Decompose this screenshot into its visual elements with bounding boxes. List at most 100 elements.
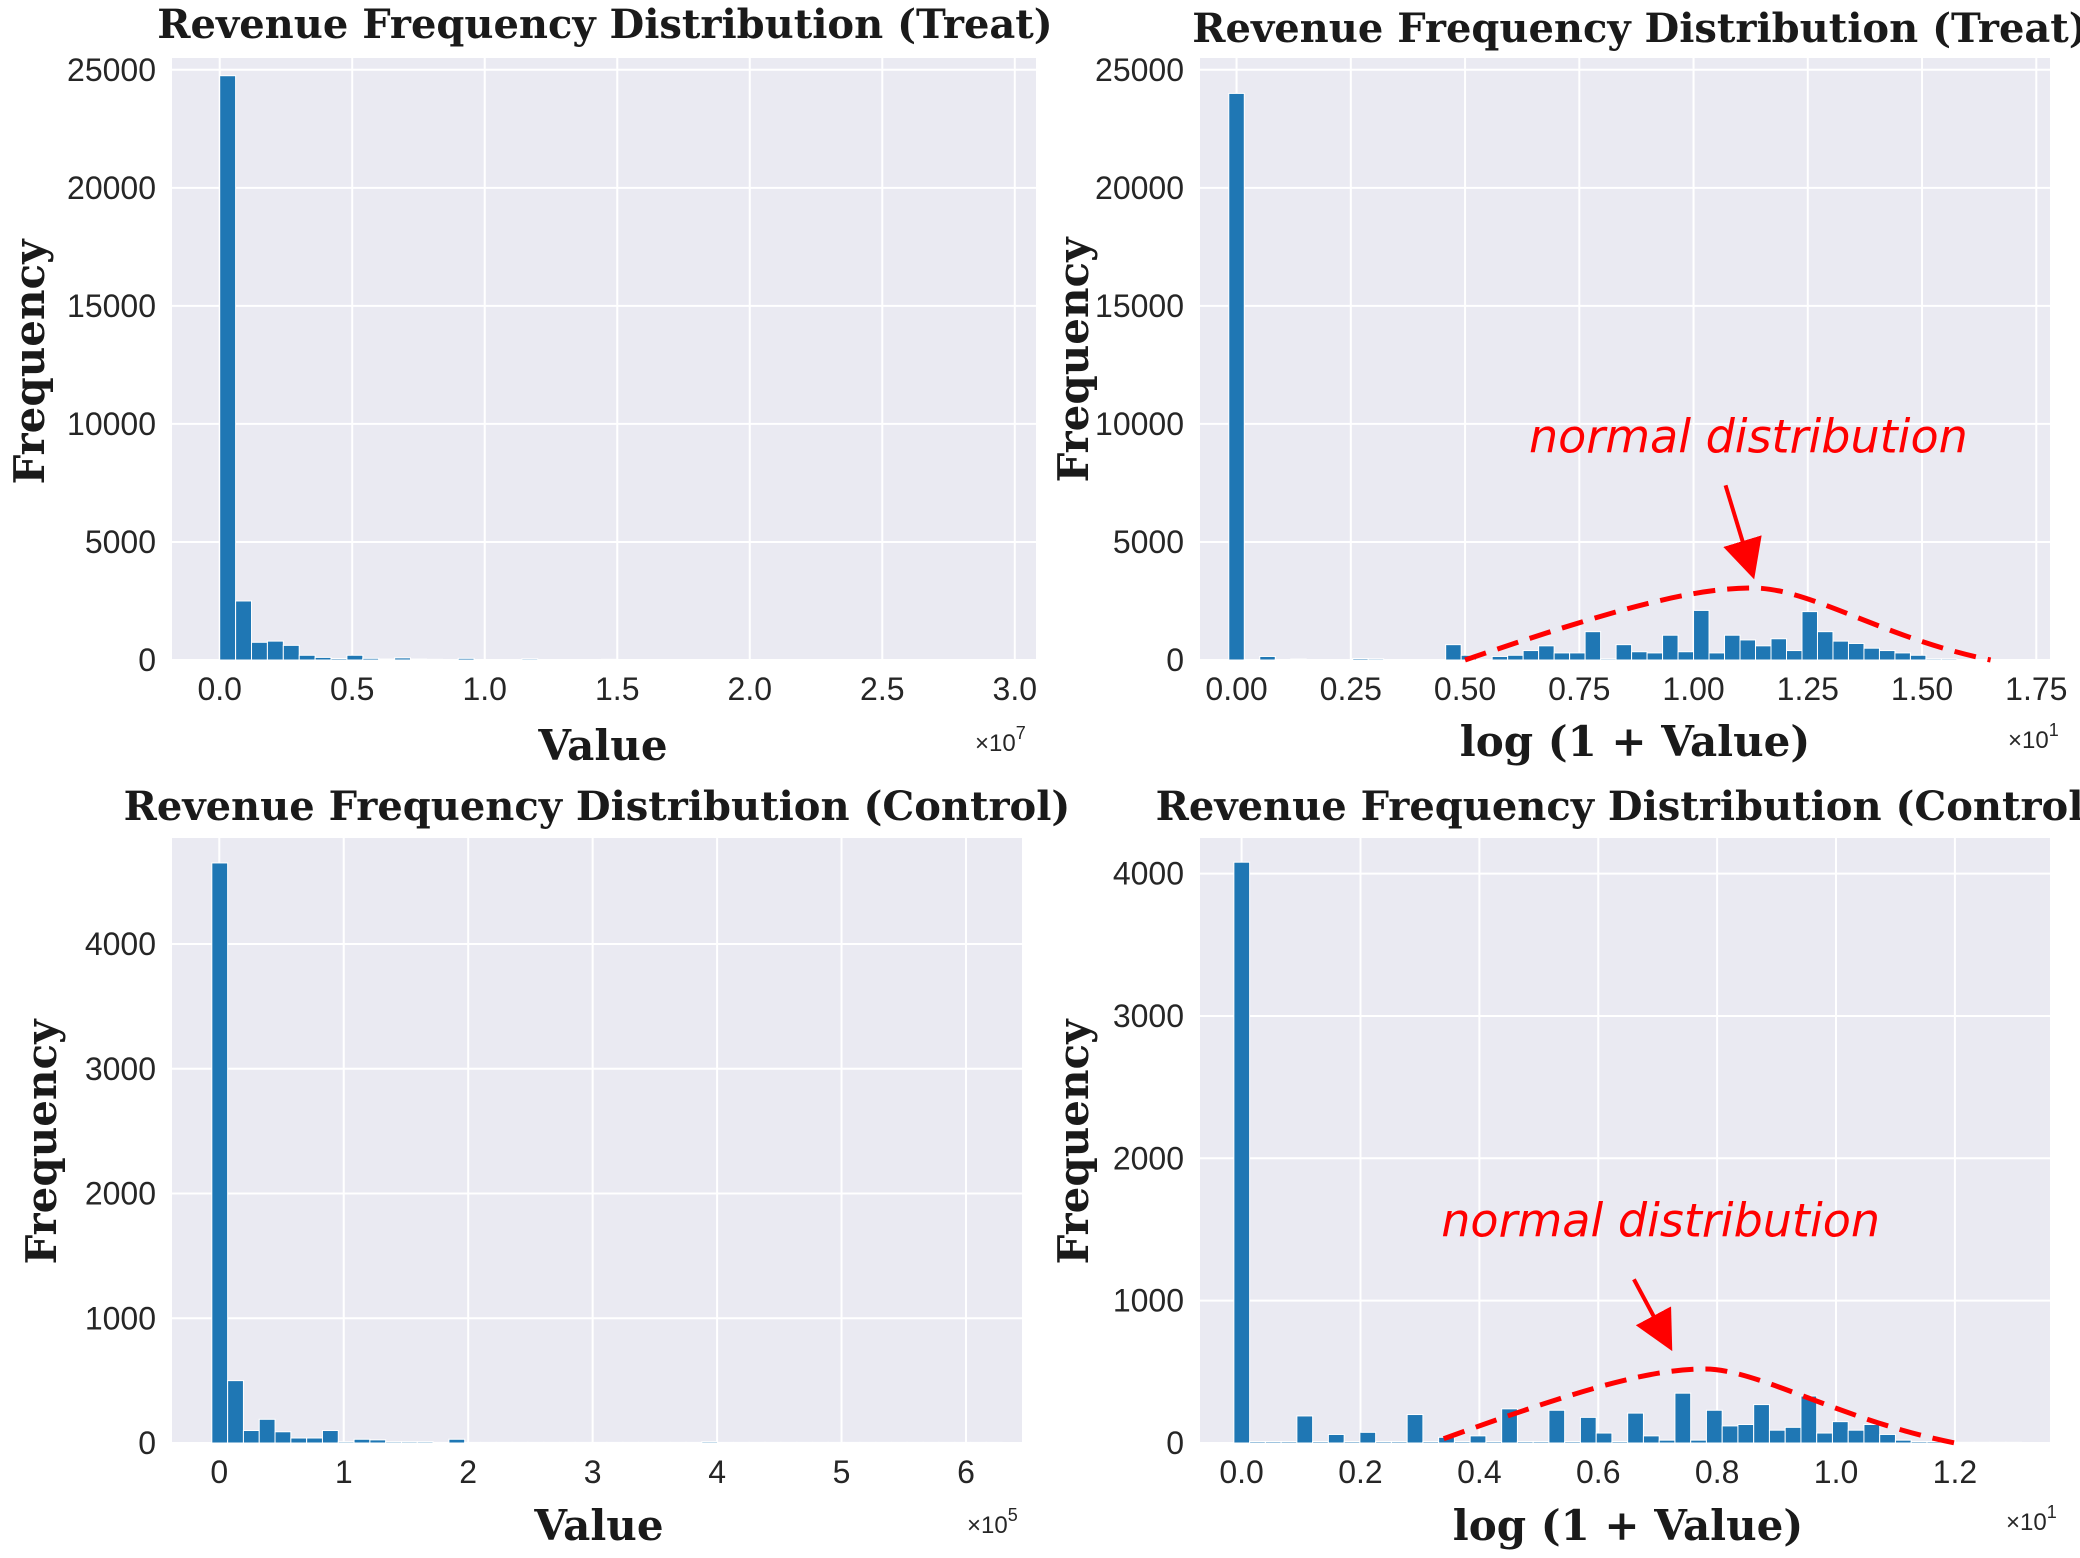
- histogram-bar: [748, 1441, 766, 1444]
- y-tick-label: 10000: [1095, 406, 1184, 442]
- histogram-bar: [1469, 1435, 1487, 1444]
- histogram-bar: [480, 1441, 497, 1444]
- histogram-bar: [1290, 658, 1307, 661]
- histogram-bar: [890, 1441, 908, 1444]
- x-axis-label: log (1 + Value): [1460, 717, 1811, 766]
- histogram-bar: [1957, 1441, 1975, 1444]
- histogram-bar: [1801, 611, 1818, 661]
- chart-panel-control-log: Revenue Frequency Distribution (Control)…: [1049, 783, 2080, 1550]
- histogram-bar: [1390, 1441, 1408, 1444]
- x-tick-label: 5: [833, 1454, 851, 1490]
- histogram-bar: [1564, 1441, 1581, 1444]
- y-tick-label: 0: [138, 1425, 156, 1461]
- x-tick-label: 1.0: [1814, 1454, 1858, 1490]
- histogram-bar: [701, 1441, 719, 1444]
- histogram-bar: [1925, 658, 1942, 661]
- y-tick-label: 0: [1166, 1425, 1184, 1461]
- histogram-bar: [2005, 1441, 2022, 1444]
- y-tick-label: 15000: [1095, 288, 1184, 324]
- histogram-bar: [1753, 1404, 1770, 1444]
- histogram-bar: [1228, 92, 1245, 661]
- histogram-bar: [1879, 1433, 1896, 1444]
- plot-background: [172, 58, 1036, 660]
- x-tick-label: 0: [210, 1454, 228, 1490]
- histogram-bar: [1863, 1423, 1881, 1444]
- histogram-bar: [811, 1441, 829, 1444]
- histogram-bar: [622, 1441, 640, 1444]
- x-tick-label: 0.0: [1219, 1454, 1263, 1490]
- histogram-bar: [1453, 1441, 1471, 1444]
- x-axis-label: Value: [533, 1501, 663, 1550]
- histogram-bar: [1662, 634, 1679, 661]
- histogram-bar: [1600, 658, 1617, 661]
- x-axis-multiplier: ×107: [975, 723, 1026, 757]
- histogram-bar: [1646, 652, 1664, 661]
- histogram-bar: [653, 1441, 671, 1444]
- histogram-bar: [1721, 1425, 1739, 1444]
- x-axis-label: log (1 + Value): [1453, 1501, 1804, 1550]
- histogram-bar: [227, 1380, 244, 1444]
- histogram-bar: [1737, 1423, 1755, 1444]
- histogram-bar: [1631, 651, 1648, 661]
- histogram-bar: [827, 1441, 845, 1444]
- histogram-bar: [1553, 652, 1571, 661]
- histogram-bar: [400, 1441, 418, 1444]
- annotation-label: normal distribution: [1441, 1194, 1880, 1248]
- histogram-bar: [1259, 655, 1276, 661]
- y-tick-label: 20000: [1095, 170, 1184, 206]
- x-tick-label: 0.75: [1548, 671, 1610, 707]
- histogram-bar: [282, 644, 300, 661]
- histogram-bar: [1705, 1409, 1723, 1444]
- x-tick-label: 6: [957, 1454, 975, 1490]
- y-axis-label: Frequency: [1049, 1018, 1098, 1265]
- histogram-bar: [1538, 645, 1555, 661]
- plot-background: [172, 838, 1022, 1443]
- histogram-bar: [1532, 1441, 1550, 1444]
- histogram-bar: [211, 862, 229, 1444]
- histogram-bar: [448, 1438, 466, 1444]
- histogram-bar: [337, 1441, 355, 1444]
- histogram-bar: [432, 1441, 450, 1444]
- normal-distribution-curve: [1442, 1366, 1956, 1446]
- histogram-bar: [298, 654, 316, 661]
- histogram-bar: [242, 1430, 260, 1444]
- x-tick-label: 0.8: [1695, 1454, 1739, 1490]
- histogram-bar: [1422, 1441, 1440, 1444]
- x-tick-label: 0.0: [197, 671, 241, 707]
- plot-background: [1200, 58, 2050, 660]
- x-tick-label: 0.5: [330, 671, 374, 707]
- x-axis-label: Value: [537, 721, 667, 770]
- histogram-bar: [1739, 639, 1757, 661]
- annotation-arrow: [1632, 1278, 1673, 1352]
- chart-title: Revenue Frequency Distribution (Control): [1156, 783, 2080, 830]
- histogram-bar: [1816, 631, 1834, 661]
- histogram-bar: [1690, 1439, 1707, 1444]
- histogram-bar: [1894, 652, 1911, 661]
- histogram-bar: [258, 1418, 276, 1444]
- histogram-bar: [290, 1437, 308, 1444]
- histogram-bar: [1832, 640, 1849, 661]
- chart-title: Revenue Frequency Distribution (Treat): [1192, 5, 2080, 52]
- x-tick-label: 0.50: [1434, 671, 1496, 707]
- histogram-bar: [859, 1441, 877, 1444]
- plot-area: 0.0 0.2 0.4 0.6 0.8 1.0 1.2 0 1000 2000 3000 4000 no…: [1113, 838, 2050, 1490]
- histogram-bar: [219, 75, 237, 661]
- histogram-bar: [1485, 1441, 1503, 1444]
- histogram-bar: [1642, 1435, 1660, 1444]
- x-tick-label: 4: [708, 1454, 726, 1490]
- histogram-bar: [780, 1441, 798, 1444]
- histogram-bar: [906, 1441, 924, 1444]
- histogram-bar: [1768, 1429, 1786, 1444]
- histogram-bar: [464, 1441, 482, 1444]
- x-tick-label: 1.75: [2005, 671, 2067, 707]
- histogram-bar: [346, 654, 364, 661]
- histogram-bar: [274, 1431, 292, 1444]
- histogram-bar: [1693, 609, 1710, 661]
- histogram-bar: [669, 1441, 687, 1444]
- histogram-bar: [764, 1441, 782, 1444]
- histogram-bar: [1831, 1421, 1849, 1444]
- histogram-bar: [1522, 650, 1540, 661]
- histogram-bar: [495, 1441, 513, 1444]
- histogram-bar: [685, 1441, 703, 1444]
- histogram-bar: [1708, 652, 1726, 661]
